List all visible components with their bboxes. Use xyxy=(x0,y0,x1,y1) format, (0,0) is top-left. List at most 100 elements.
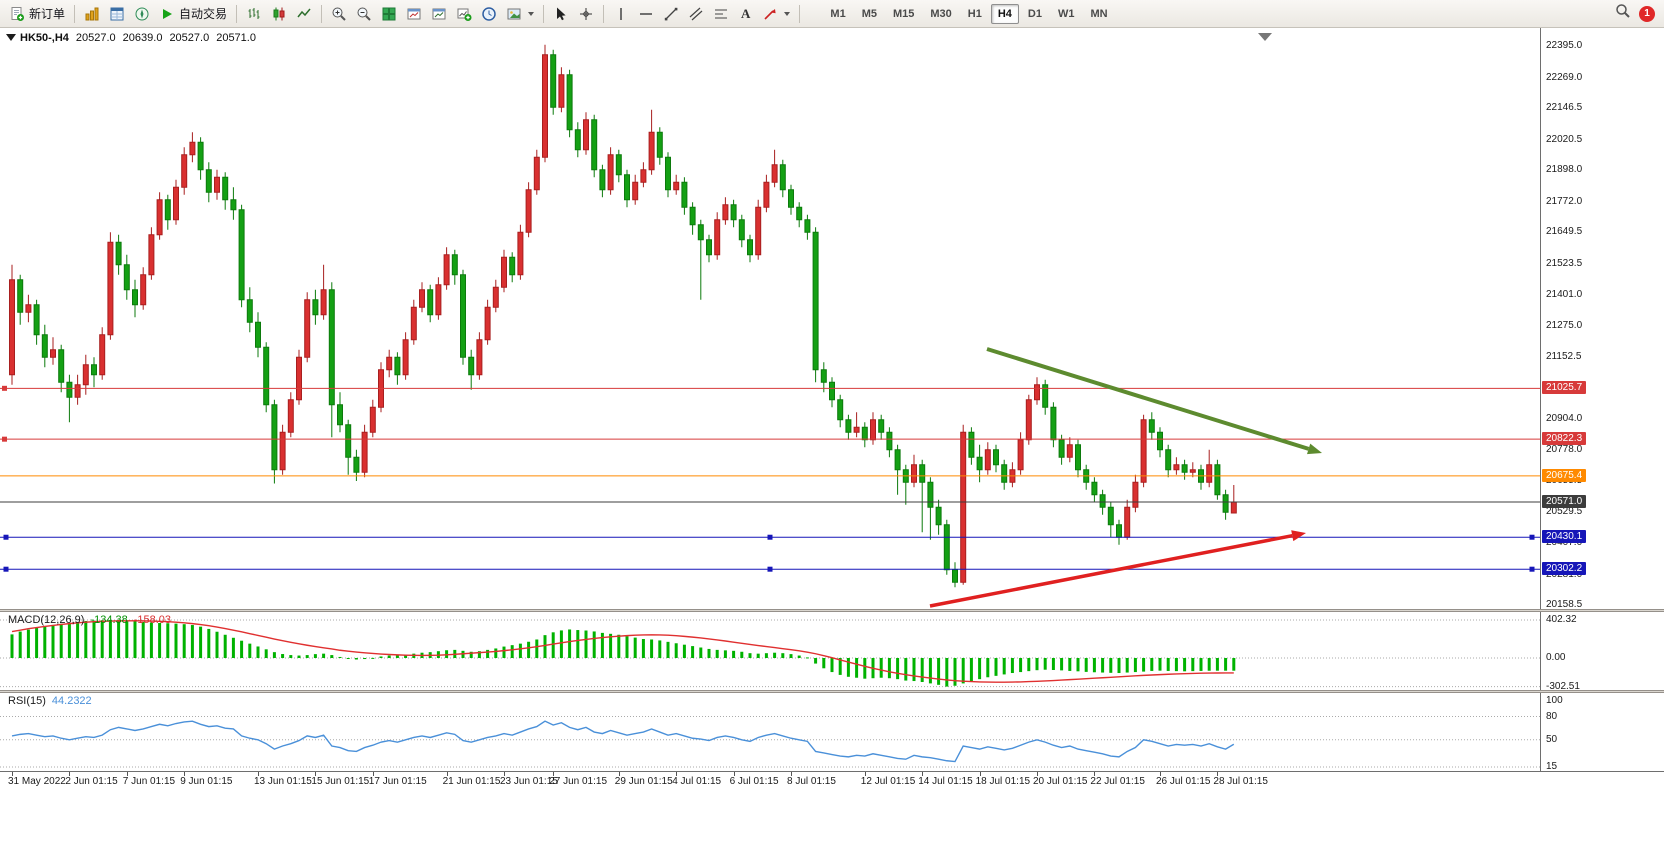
candlestick-type-button[interactable] xyxy=(267,3,291,25)
rsi-label: RSI(15) 44.2322 xyxy=(8,695,92,707)
time-axis-label: 6 Jul 01:15 xyxy=(729,776,779,787)
time-axis-label: 4 Jul 01:15 xyxy=(672,776,722,787)
price-scale[interactable]: 22395.0 22269.0 22146.5 22020.5 21898.0 21772… xyxy=(1540,28,1664,772)
price-tag-20675.4: 20675.4 xyxy=(1542,468,1587,482)
vertical-line-tool-button[interactable] xyxy=(609,3,633,25)
timeframe-h4[interactable]: H4 xyxy=(990,3,1019,24)
time-axis-label: 18 Jul 01:15 xyxy=(975,776,1031,787)
time-tick xyxy=(446,772,448,776)
macd-panel[interactable] xyxy=(0,612,1540,690)
price-axis-label: 21523.5 xyxy=(1546,257,1583,269)
panel-splitter[interactable] xyxy=(0,609,1664,612)
time-tick xyxy=(553,772,555,776)
price-axis-label: 22395.0 xyxy=(1546,40,1583,51)
periods-button[interactable] xyxy=(477,3,501,25)
price-axis-label: 20529.5 xyxy=(1546,506,1583,518)
timeframe-w1[interactable]: W1 xyxy=(1057,7,1075,20)
time-axis-line xyxy=(0,771,1664,772)
timeframe-m15[interactable]: M15 xyxy=(892,7,915,20)
auto-trading-button[interactable]: 自动交易 xyxy=(155,3,231,25)
high-value: 20639.0 xyxy=(122,32,163,44)
price-tag-20430.1: 20430.1 xyxy=(1542,530,1587,544)
rsi-value: 44.2322 xyxy=(51,695,92,707)
trendline-tool-button[interactable] xyxy=(659,3,683,25)
zoom-out-icon xyxy=(356,6,372,22)
rsi-axis-label: 80 xyxy=(1546,710,1558,722)
text-tool-button[interactable]: A xyxy=(734,3,757,25)
horizontal-line-tool-button[interactable] xyxy=(634,3,658,25)
time-axis-label: 8 Jul 01:15 xyxy=(787,776,836,787)
zoom-out-button[interactable] xyxy=(352,3,376,25)
indicator-window-button[interactable] xyxy=(402,3,426,25)
price-axis-label: 22146.5 xyxy=(1546,102,1583,114)
time-tick xyxy=(791,772,792,776)
time-tick xyxy=(69,772,71,776)
navigator-button[interactable] xyxy=(130,3,154,25)
timeframe-h1[interactable]: H1 xyxy=(967,7,982,20)
price-axis-label: 21401.0 xyxy=(1546,288,1583,300)
panel-splitter[interactable] xyxy=(0,690,1664,693)
macd-name: MACD(12,26,9) xyxy=(8,614,85,626)
crosshair-tool-button[interactable] xyxy=(574,3,598,25)
cascade-window-icon xyxy=(431,6,447,22)
channel-tool-button[interactable] xyxy=(684,3,708,25)
vertical-line-icon xyxy=(613,6,629,22)
time-tick xyxy=(1217,772,1219,776)
time-tick xyxy=(733,772,735,776)
price-axis-label: 20778.0 xyxy=(1546,444,1583,456)
auto-trading-play-icon xyxy=(159,6,175,22)
arrows-tool-button[interactable] xyxy=(758,3,794,25)
tile-windows-button[interactable] xyxy=(377,3,401,25)
new-chart-button[interactable] xyxy=(452,3,476,25)
market-watch-button[interactable] xyxy=(80,3,104,25)
price-chart[interactable] xyxy=(0,28,1540,609)
time-axis-label: 22 Jul 01:15 xyxy=(1090,776,1145,787)
new-order-button[interactable]: 新订单 xyxy=(5,3,69,25)
toolbar-separator xyxy=(799,4,801,23)
auto-trading-label: 自动交易 xyxy=(179,7,228,21)
uptrend-arrow[interactable] xyxy=(929,530,1306,608)
crosshair-icon xyxy=(578,6,594,22)
line-chart-type-button[interactable] xyxy=(292,3,316,25)
new-chart-icon xyxy=(456,6,472,22)
timeframe-m1[interactable]: M1 xyxy=(830,7,846,20)
time-tick xyxy=(676,772,678,776)
bar-chart-icon xyxy=(246,6,262,22)
price-axis-label: 22269.0 xyxy=(1546,71,1583,83)
arrow-shape-icon xyxy=(762,6,778,22)
timeframe-mn[interactable]: MN xyxy=(1090,7,1108,20)
notification-badge[interactable]: 1 xyxy=(1639,5,1655,22)
downtrend-arrow[interactable] xyxy=(986,347,1322,455)
market-watch-icon xyxy=(84,6,100,22)
timeframe-m30[interactable]: M30 xyxy=(930,7,952,20)
timeframe-m5[interactable]: M5 xyxy=(861,7,877,20)
horizontal-line-icon xyxy=(638,6,654,22)
time-axis-label: 20 Jul 01:15 xyxy=(1033,776,1088,787)
macd-axis-label: 0.00 xyxy=(1546,652,1566,663)
macd-axis-label: -302.51 xyxy=(1546,680,1580,692)
data-window-button[interactable] xyxy=(105,3,129,25)
fibonacci-tool-button[interactable] xyxy=(709,3,733,25)
time-tick xyxy=(12,772,13,776)
toolbar-separator xyxy=(74,4,76,23)
chart-shift-marker[interactable] xyxy=(1258,33,1272,41)
price-axis-label: 21152.5 xyxy=(1546,350,1582,362)
one-click-trading-toggle[interactable] xyxy=(6,34,16,41)
time-axis-label: 23 Jun 01:15 xyxy=(500,776,558,787)
bar-chart-type-button[interactable] xyxy=(242,3,266,25)
symbol-period-label: HK50-,H4 xyxy=(20,32,69,44)
candlestick-icon xyxy=(271,6,287,22)
cascade-window-button[interactable] xyxy=(427,3,451,25)
templates-button[interactable] xyxy=(502,3,538,25)
time-axis-label: 27 Jun 01:15 xyxy=(549,776,608,787)
time-scale[interactable]: 31 May 2022 2 Jun 01:15 7 Jun 01:15 9 Jun 0… xyxy=(0,772,1540,790)
cursor-tool-button[interactable] xyxy=(549,3,573,25)
new-order-label: 新订单 xyxy=(29,7,66,21)
rsi-axis-label: 100 xyxy=(1546,695,1563,706)
timeframe-d1[interactable]: D1 xyxy=(1027,7,1042,20)
time-axis-label: 9 Jun 01:15 xyxy=(180,776,233,787)
zoom-in-button[interactable] xyxy=(327,3,351,25)
search-icon[interactable] xyxy=(1615,3,1631,24)
time-axis-label: 29 Jun 01:15 xyxy=(614,776,673,787)
rsi-panel[interactable] xyxy=(0,693,1540,771)
